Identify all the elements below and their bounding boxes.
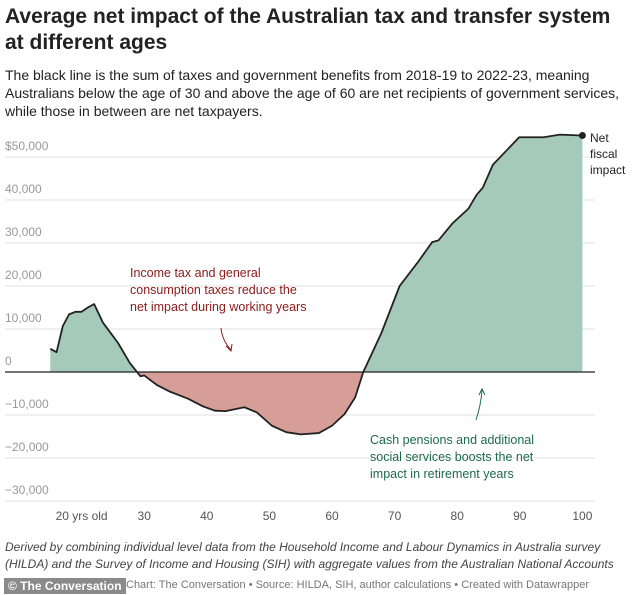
series-label: fiscal <box>590 147 617 161</box>
y-tick-label: −20,000 <box>5 440 49 454</box>
y-tick-label: $50,000 <box>5 139 49 153</box>
y-tick-label: 0 <box>5 354 12 368</box>
y-tick-label: −10,000 <box>5 397 49 411</box>
annotation-working-years: Income tax and general consumption taxes… <box>130 266 307 314</box>
y-tick-label: 20,000 <box>5 268 42 282</box>
annotation-retirement-years: Cash pensions and additional social serv… <box>370 433 535 481</box>
series-label: Net <box>590 131 609 145</box>
end-point-marker <box>578 132 586 139</box>
x-tick-label: 80 <box>451 509 465 523</box>
arrow-retirement-years <box>475 389 483 421</box>
y-tick-label: 10,000 <box>5 311 42 325</box>
x-tick-label: 40 <box>200 509 214 523</box>
positive-area <box>50 134 583 372</box>
the-conversation-logo: © The Conversation <box>4 578 126 594</box>
x-tick-label: 70 <box>388 509 402 523</box>
series-label: impact <box>590 163 626 177</box>
y-tick-label: −30,000 <box>5 483 49 497</box>
chart-notes: Derived by combining individual level da… <box>5 540 614 571</box>
x-tick-label: 100 <box>572 509 592 523</box>
chart-subtitle: The black line is the sum of taxes and g… <box>5 67 620 119</box>
y-tick-label: 40,000 <box>5 182 42 196</box>
x-tick-label: 20 yrs old <box>56 509 108 523</box>
net-fiscal-impact-line <box>49 133 583 436</box>
negative-area <box>50 372 583 435</box>
arrowhead-icon <box>478 387 486 396</box>
x-tick-label: 50 <box>263 509 277 523</box>
x-tick-label: 60 <box>325 509 339 523</box>
chart-title: Average net impact of the Australian tax… <box>5 5 611 54</box>
arrow-working-years <box>220 327 232 351</box>
chart-source: Chart: The Conversation • Source: HILDA,… <box>126 579 589 591</box>
y-tick-label: 30,000 <box>5 225 42 239</box>
x-tick-label: 90 <box>513 509 527 523</box>
arrowhead-icon <box>225 343 233 353</box>
x-tick-label: 30 <box>138 509 152 523</box>
